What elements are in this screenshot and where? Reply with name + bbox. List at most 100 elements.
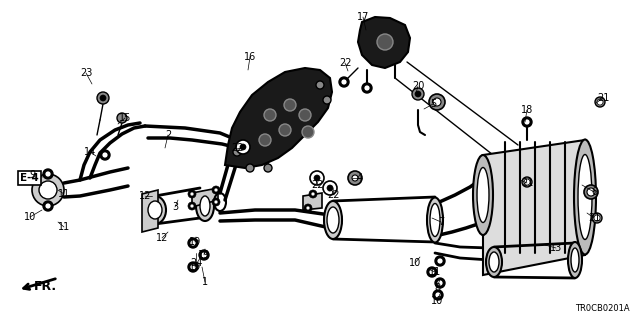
Circle shape — [327, 185, 333, 191]
Circle shape — [427, 267, 437, 277]
Circle shape — [39, 181, 57, 199]
Polygon shape — [192, 188, 218, 207]
Circle shape — [311, 192, 315, 196]
Circle shape — [45, 203, 51, 209]
Circle shape — [264, 164, 272, 172]
Ellipse shape — [568, 242, 582, 278]
Circle shape — [429, 94, 445, 110]
Text: FR.: FR. — [34, 279, 57, 292]
Circle shape — [190, 240, 196, 246]
Circle shape — [264, 109, 276, 121]
Circle shape — [435, 256, 445, 266]
Ellipse shape — [324, 201, 342, 239]
Circle shape — [433, 98, 441, 106]
Circle shape — [32, 174, 64, 206]
Circle shape — [190, 204, 194, 208]
Circle shape — [304, 204, 312, 212]
Circle shape — [97, 92, 109, 104]
Circle shape — [233, 148, 241, 156]
Text: 19: 19 — [198, 250, 210, 260]
Ellipse shape — [200, 196, 210, 216]
Text: 10: 10 — [24, 212, 36, 222]
Circle shape — [201, 252, 207, 258]
Text: 10: 10 — [431, 296, 443, 306]
Text: 11: 11 — [429, 267, 441, 277]
Text: 4: 4 — [357, 173, 363, 183]
Text: 19: 19 — [189, 262, 201, 272]
Polygon shape — [225, 68, 332, 168]
Polygon shape — [483, 140, 585, 275]
Circle shape — [415, 91, 421, 97]
Text: 24: 24 — [190, 258, 202, 268]
Polygon shape — [358, 17, 410, 68]
Circle shape — [594, 215, 600, 221]
Circle shape — [352, 175, 358, 181]
Text: 8: 8 — [434, 283, 440, 293]
Text: 5: 5 — [430, 99, 436, 109]
Circle shape — [377, 34, 393, 50]
Text: TR0CB0201A: TR0CB0201A — [575, 304, 630, 313]
Text: 18: 18 — [521, 105, 533, 115]
Text: 21: 21 — [521, 178, 533, 188]
Text: 12: 12 — [139, 191, 151, 201]
Text: 11: 11 — [58, 189, 70, 199]
Ellipse shape — [196, 191, 214, 221]
Circle shape — [314, 175, 320, 181]
Circle shape — [100, 150, 110, 160]
Circle shape — [100, 95, 106, 101]
Circle shape — [102, 152, 108, 158]
Text: 1: 1 — [202, 277, 208, 287]
Text: 16: 16 — [244, 52, 256, 62]
Circle shape — [348, 171, 362, 185]
Circle shape — [214, 200, 218, 204]
Text: 7: 7 — [438, 217, 444, 227]
Circle shape — [587, 188, 595, 196]
Text: 22: 22 — [328, 190, 340, 200]
Circle shape — [524, 179, 530, 185]
Circle shape — [236, 140, 250, 154]
Ellipse shape — [427, 197, 443, 243]
Circle shape — [259, 134, 271, 146]
Circle shape — [45, 171, 51, 177]
Circle shape — [435, 292, 441, 298]
Ellipse shape — [574, 140, 596, 254]
Text: E-4: E-4 — [20, 173, 39, 183]
Ellipse shape — [486, 247, 502, 277]
Ellipse shape — [489, 252, 499, 272]
Circle shape — [188, 190, 196, 198]
Text: 2: 2 — [165, 130, 171, 140]
Circle shape — [524, 119, 530, 125]
Circle shape — [188, 262, 198, 272]
Text: 22: 22 — [312, 180, 324, 190]
Ellipse shape — [148, 201, 162, 219]
Ellipse shape — [144, 196, 166, 224]
Circle shape — [299, 109, 311, 121]
Polygon shape — [142, 190, 158, 232]
Text: 14: 14 — [84, 147, 96, 157]
Circle shape — [522, 177, 532, 187]
Circle shape — [214, 188, 218, 192]
Circle shape — [43, 169, 53, 179]
Circle shape — [522, 117, 532, 127]
Ellipse shape — [473, 155, 493, 235]
Circle shape — [592, 213, 602, 223]
Text: 20: 20 — [412, 81, 424, 91]
Circle shape — [595, 97, 605, 107]
Circle shape — [323, 96, 331, 104]
Circle shape — [279, 124, 291, 136]
Text: 10: 10 — [409, 258, 421, 268]
Circle shape — [199, 250, 209, 260]
Circle shape — [310, 171, 324, 185]
Circle shape — [212, 198, 220, 206]
Circle shape — [435, 278, 445, 288]
Ellipse shape — [571, 248, 579, 272]
Circle shape — [117, 113, 127, 123]
Circle shape — [43, 201, 53, 211]
Text: 23: 23 — [80, 68, 92, 78]
Text: 21: 21 — [588, 213, 600, 223]
Circle shape — [302, 126, 314, 138]
Ellipse shape — [477, 167, 489, 222]
Circle shape — [323, 181, 337, 195]
Circle shape — [309, 190, 317, 198]
Ellipse shape — [430, 204, 440, 236]
